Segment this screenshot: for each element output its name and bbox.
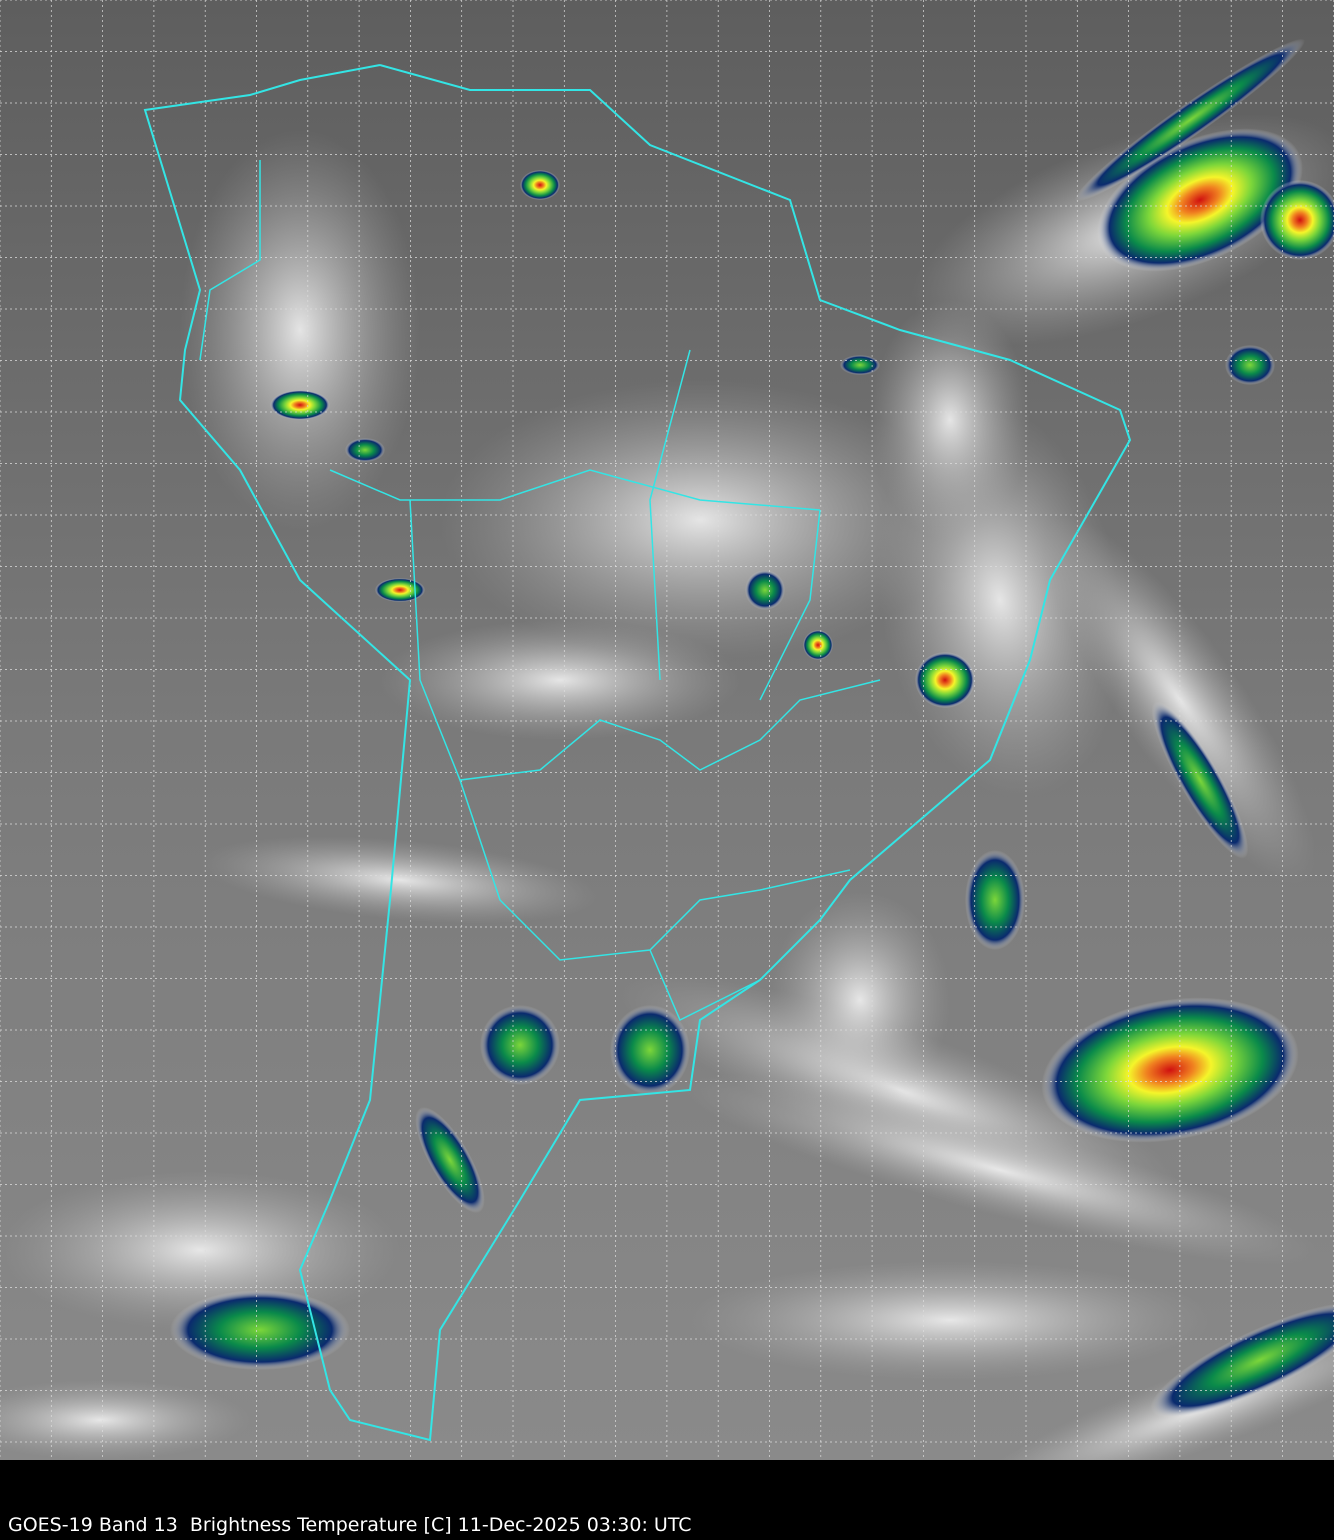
convective-cell	[1260, 180, 1334, 260]
cloud-mass	[200, 836, 600, 924]
convective-cell	[915, 652, 975, 708]
cloud-mass	[380, 620, 740, 740]
image-caption: GOES-19 Band 13 Brightness Temperature […	[8, 1514, 692, 1536]
south-america-coastline	[143, 64, 1132, 1442]
convective-cell	[745, 570, 785, 610]
convective-cells	[170, 38, 1334, 1418]
cloud-mass	[440, 380, 960, 660]
convective-cell	[1041, 997, 1299, 1143]
convective-cell	[520, 170, 560, 200]
convective-cell	[170, 1290, 350, 1370]
convective-cell	[345, 438, 385, 462]
cloud-mass	[690, 1260, 1210, 1380]
convective-cell	[415, 1107, 485, 1213]
cloud-field	[0, 114, 1334, 1460]
convective-cell	[1074, 38, 1306, 202]
cloud-mass	[681, 1074, 1319, 1266]
country-borders	[199, 160, 881, 1022]
convective-cell	[270, 390, 330, 420]
convective-cell	[610, 1005, 690, 1095]
cloud-mass	[770, 890, 950, 1110]
convective-cell	[803, 630, 833, 660]
cloud-mass	[180, 130, 420, 530]
convective-cell	[965, 850, 1025, 950]
convective-cell	[375, 578, 425, 602]
satellite-image	[0, 0, 1334, 1460]
convective-cell	[480, 1005, 560, 1085]
cloud-mass	[870, 300, 1030, 540]
cloud-mass	[0, 1380, 250, 1460]
convective-cell	[1151, 701, 1249, 859]
cloud-mass	[0, 1170, 400, 1330]
convective-cell	[840, 355, 880, 375]
convective-cell	[1225, 345, 1275, 385]
convective-cell	[1150, 1302, 1334, 1418]
